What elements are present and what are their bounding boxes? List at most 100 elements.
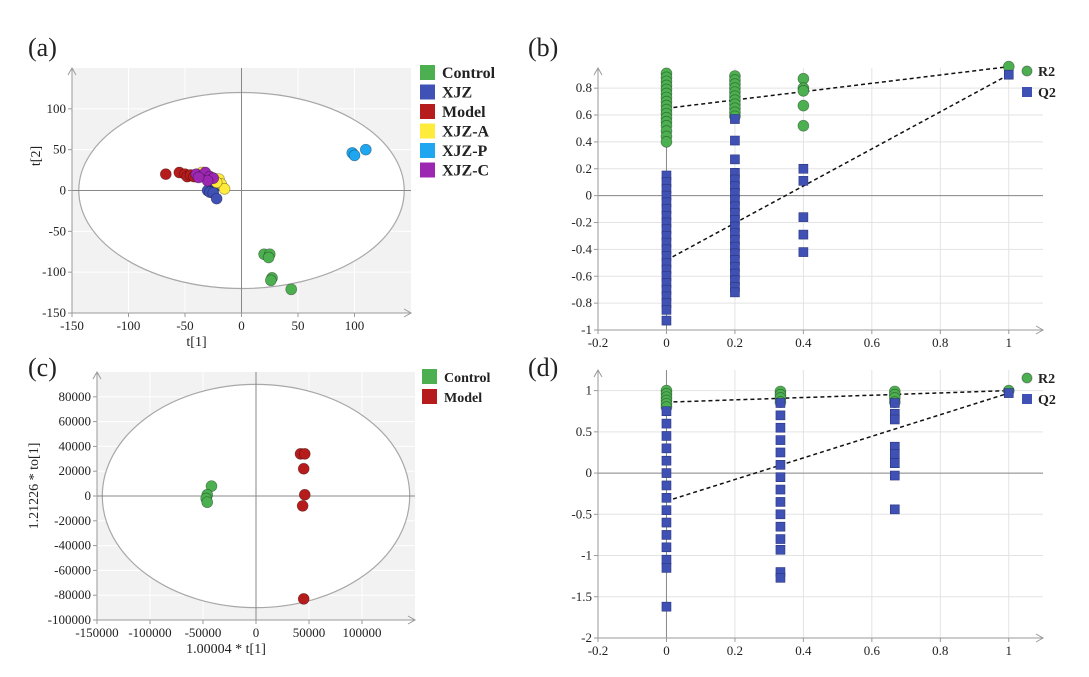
x-tick-label: 100: [345, 318, 365, 333]
legend-marker-r2: [1021, 372, 1033, 384]
q2-point: [889, 504, 900, 515]
q2-regression-line: [666, 74, 1010, 261]
point-control: [265, 274, 277, 287]
q2-point: [661, 542, 672, 553]
q2-point: [1003, 388, 1014, 398]
point-model: [296, 500, 309, 512]
y-axis-arrow: [67, 66, 77, 76]
y-tick-label: -100: [42, 264, 66, 279]
legend-label-xjz-a: XJZ-A: [442, 124, 490, 141]
x-tick-label: 0: [238, 318, 245, 333]
legend-label-r2: R2: [1038, 372, 1055, 387]
r2-regression-line: [666, 389, 1009, 403]
y-tick-label: 0: [85, 488, 92, 503]
x-tick-label: -150000: [75, 625, 118, 640]
point-control: [285, 283, 298, 296]
point-xjz-a: [218, 183, 231, 195]
q2-point: [661, 443, 672, 454]
q2-point: [798, 247, 809, 257]
y-tick-label: 80000: [59, 389, 92, 404]
legend-swatch-model: [420, 104, 435, 119]
q2-regression-line: [666, 392, 1009, 502]
r2-regression-line: [666, 65, 1009, 110]
panel-a-score-plot: -150 -100 -50 0 50 100 -150 -100 -50 0 50 100 t[1] t[…: [29, 65, 496, 350]
x-axis-arrow: [407, 615, 417, 625]
x-tick-label: 100000: [343, 625, 382, 640]
y-tick-label: 0: [586, 465, 593, 480]
q2-point: [730, 287, 740, 298]
q2-point: [775, 534, 786, 544]
y-tick-label: -50: [49, 223, 66, 238]
legend-marker-q2: [1022, 394, 1032, 404]
legend-label-r2: R2: [1038, 65, 1055, 80]
q2-point: [775, 521, 786, 532]
q2-point: [889, 449, 900, 459]
x-tick-label: 0: [663, 335, 670, 350]
x-tick-label: -100: [117, 318, 141, 333]
x-tick-label: 0.6: [864, 335, 881, 350]
y-tick-label: -0.2: [571, 215, 592, 230]
x-tick-label: -100000: [128, 625, 171, 640]
y-tick-label: -2: [581, 630, 592, 645]
point-model: [297, 593, 310, 605]
q2-point: [661, 517, 672, 528]
y-tick-label: 1: [586, 383, 593, 398]
x-tick-label: 0.2: [727, 335, 743, 350]
legend-label-model: Model: [442, 104, 486, 121]
x-tick-label: 1: [1006, 335, 1013, 350]
panel-d-permutation-plot: -0.2 0 0.2 0.4 0.6 0.8 1 -2 -1.5 -1 -0.5 0 0.5 1 R2 Q2: [571, 368, 1056, 658]
y-axis-title: 1.21226 * to[1]: [27, 443, 42, 530]
x-tick-label: 0: [663, 643, 670, 658]
q2-point: [661, 468, 672, 478]
y-tick-label: -1: [581, 322, 592, 337]
x-tick-label: 50000: [293, 625, 326, 640]
y-tick-label: 50: [53, 142, 66, 157]
x-tick-label: 0.8: [932, 335, 948, 350]
y-tick-label: 0.2: [576, 161, 592, 176]
plot-area: [598, 68, 1043, 330]
x-tick-label: 50: [292, 318, 305, 333]
panel-label-a: (a): [28, 33, 57, 62]
point-model: [298, 447, 311, 460]
legend-label-q2: Q2: [1038, 86, 1056, 101]
x-tick-label: 0.2: [727, 643, 743, 658]
y-tick-label: 20000: [59, 463, 92, 478]
q2-point: [661, 480, 672, 491]
y-tick-label: -1.5: [571, 589, 592, 604]
point-control: [201, 496, 214, 509]
q2-point: [775, 509, 786, 520]
q2-point: [661, 554, 672, 565]
point-r2: [797, 119, 810, 132]
y-tick-label: -0.6: [571, 268, 592, 283]
q2-point: [775, 435, 786, 445]
q2-point: [1003, 69, 1014, 80]
plot-area: [598, 370, 1043, 638]
q2-point: [775, 472, 786, 483]
panel-label-b: (b): [528, 33, 558, 62]
y-tick-label: -0.8: [571, 295, 592, 310]
y-tick-label: 0: [60, 183, 67, 198]
x-axis-arrow: [1035, 325, 1045, 335]
x-tick-label: 0.4: [795, 335, 812, 350]
x-axis-title: t[1]: [186, 335, 206, 350]
q2-point: [798, 212, 809, 222]
y-tick-label: -0.4: [571, 241, 592, 256]
legend-label-q2: Q2: [1038, 393, 1056, 408]
x-tick-label: 0.4: [795, 643, 812, 658]
legend-swatch-control: [420, 65, 435, 80]
q2-point: [798, 176, 809, 186]
x-tick-label: -150: [60, 318, 84, 333]
point-xjz-p: [359, 143, 372, 156]
q2-point: [730, 114, 740, 124]
y-tick-label: -100000: [48, 612, 91, 627]
legend-label-xjz-c: XJZ-C: [442, 163, 489, 180]
legend-swatch-control: [422, 369, 437, 384]
y-tick-label: 0.4: [576, 134, 593, 149]
q2-point: [661, 505, 672, 515]
q2-point: [889, 398, 900, 408]
legend-label-xjz-p: XJZ-P: [442, 143, 488, 160]
x-axis-arrow: [403, 308, 413, 318]
q2-point: [661, 305, 672, 315]
y-tick-label: 0.6: [576, 107, 593, 122]
legend-swatch-xjz-a: [420, 123, 435, 139]
